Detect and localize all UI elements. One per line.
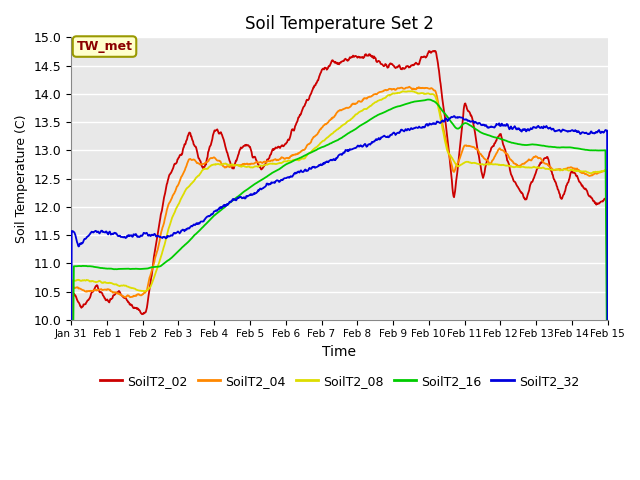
Y-axis label: Soil Temperature (C): Soil Temperature (C) [15,114,28,243]
Legend: SoilT2_02, SoilT2_04, SoilT2_08, SoilT2_16, SoilT2_32: SoilT2_02, SoilT2_04, SoilT2_08, SoilT2_… [95,370,584,393]
X-axis label: Time: Time [323,345,356,359]
Title: Soil Temperature Set 2: Soil Temperature Set 2 [245,15,434,33]
Text: TW_met: TW_met [77,40,132,53]
